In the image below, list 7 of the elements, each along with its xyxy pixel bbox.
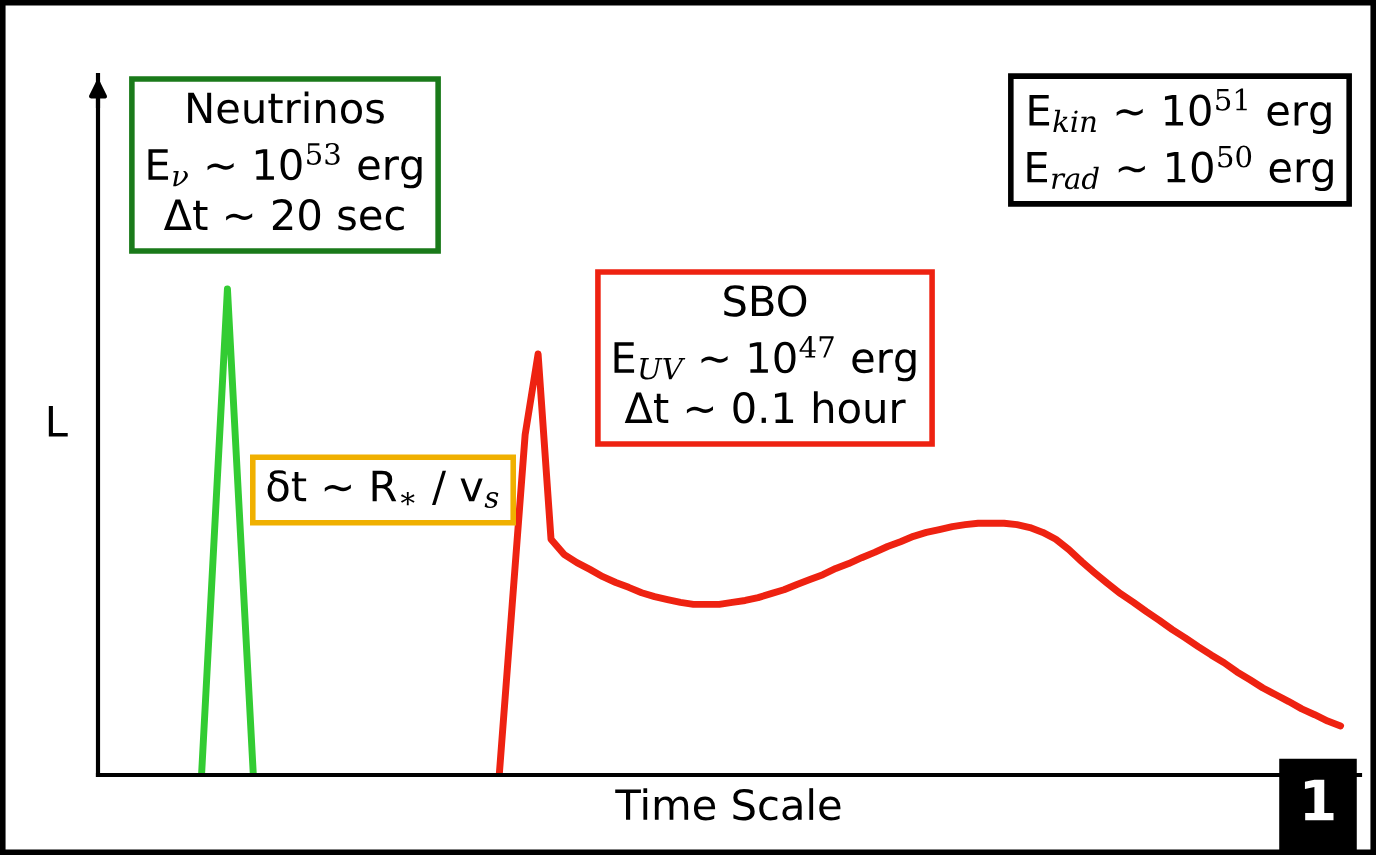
text: E$_{kin}$ ∼ 10$^{51}$ erg E$_{rad}$ ∼ 10$^{50}$ erg	[1027, 88, 1333, 192]
text: Neutrinos E$_{ν}$ ∼ 10$^{53}$ erg Δt ∼ 20 sec	[148, 91, 422, 231]
x-axis-title: Time Scale	[615, 788, 841, 821]
y-axis-title: L	[48, 406, 68, 437]
annotation: δt ∼ R$_{∗}$ / v$_{s}$	[267, 470, 499, 509]
text: 1	[1304, 779, 1334, 821]
text: SBO E$_{UV}$ ∼ 10$^{47}$ erg Δt ∼ 0.1 hour	[614, 285, 916, 424]
